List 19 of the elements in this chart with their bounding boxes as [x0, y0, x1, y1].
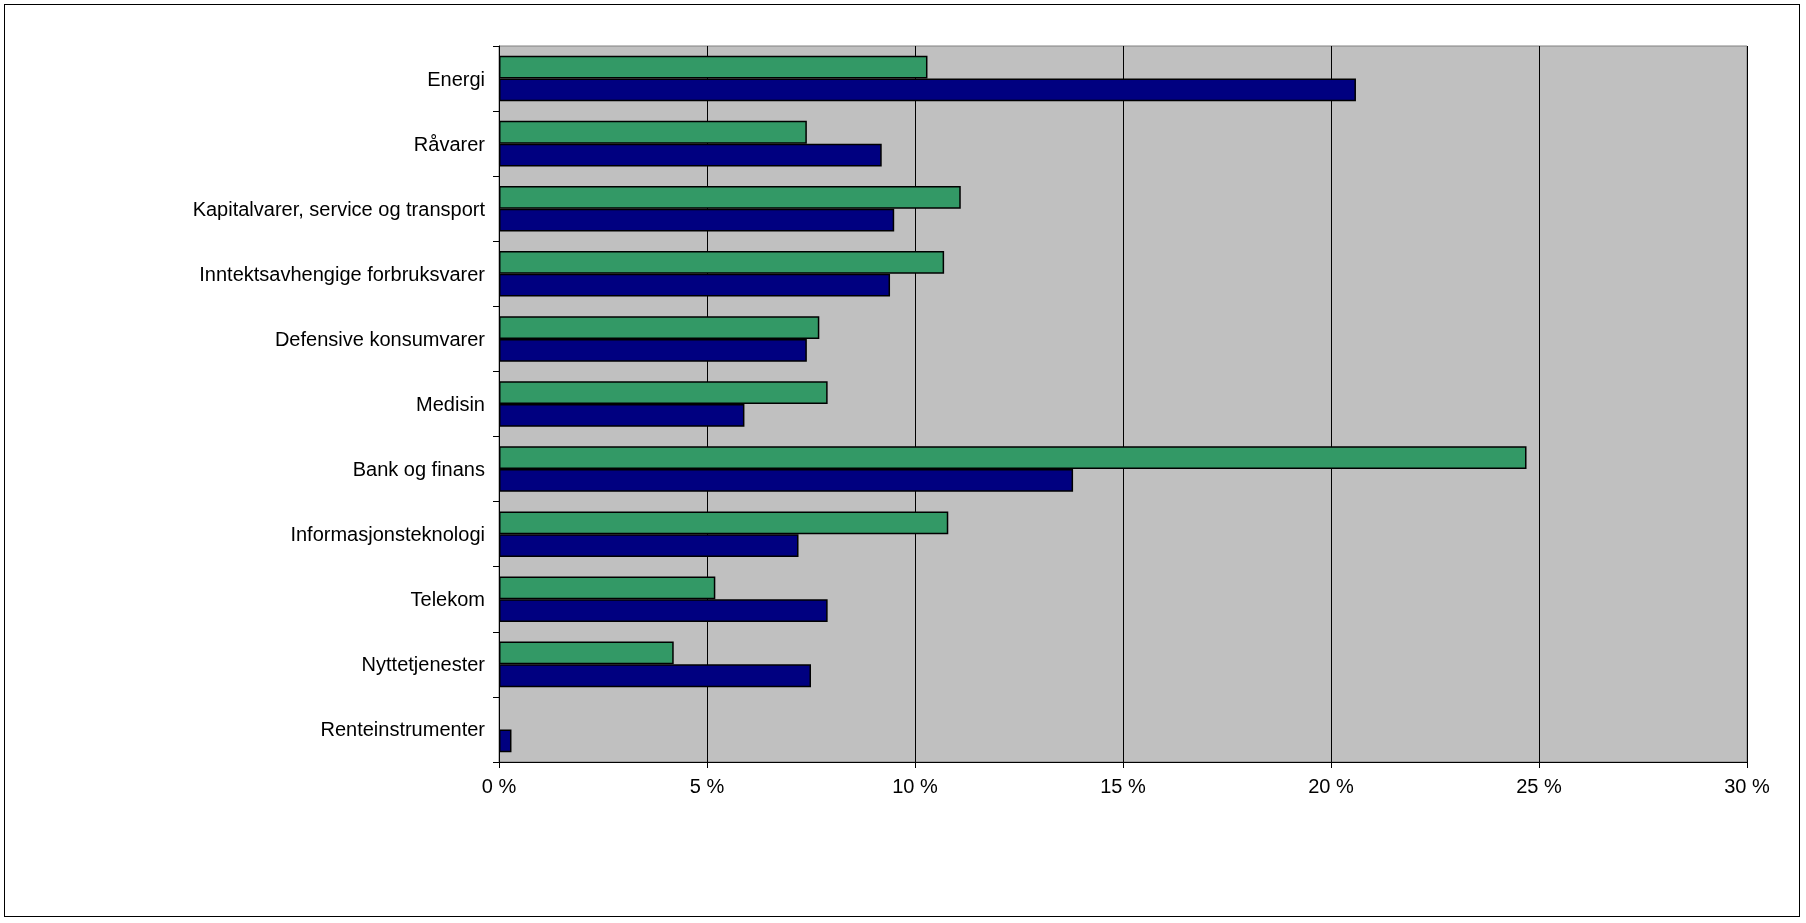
x-tick-label: 15 %	[1100, 775, 1147, 797]
y-tick-label: Medisin	[416, 393, 485, 415]
y-tick-label: Informasjonsteknologi	[290, 523, 485, 546]
y-tick-label: Nyttetjenester	[361, 653, 486, 676]
x-tick-label: 20 %	[1308, 775, 1355, 797]
x-tick-label: 0 %	[481, 775, 517, 797]
y-tick-label: Inntektsavhengige forbruksvarer	[199, 262, 486, 285]
x-tick-label: 25 %	[1516, 775, 1563, 797]
y-tick-label: Bank og finans	[352, 458, 485, 481]
y-tick-label: Kapitalvarer, service og transport	[192, 197, 486, 220]
y-tick-label: Renteinstrumenter	[320, 718, 486, 741]
y-tick-label: Råvarer	[413, 132, 486, 155]
y-tick-label: Telekom	[410, 588, 485, 611]
x-tick-label: 5 %	[689, 775, 725, 797]
x-tick-label: 10 %	[892, 775, 939, 797]
y-tick-label: Energi	[427, 67, 485, 90]
bar	[499, 729, 512, 753]
x-tick-label: 30 %	[1724, 775, 1771, 797]
y-tick-label: Defensive konsumvarer	[274, 327, 486, 350]
